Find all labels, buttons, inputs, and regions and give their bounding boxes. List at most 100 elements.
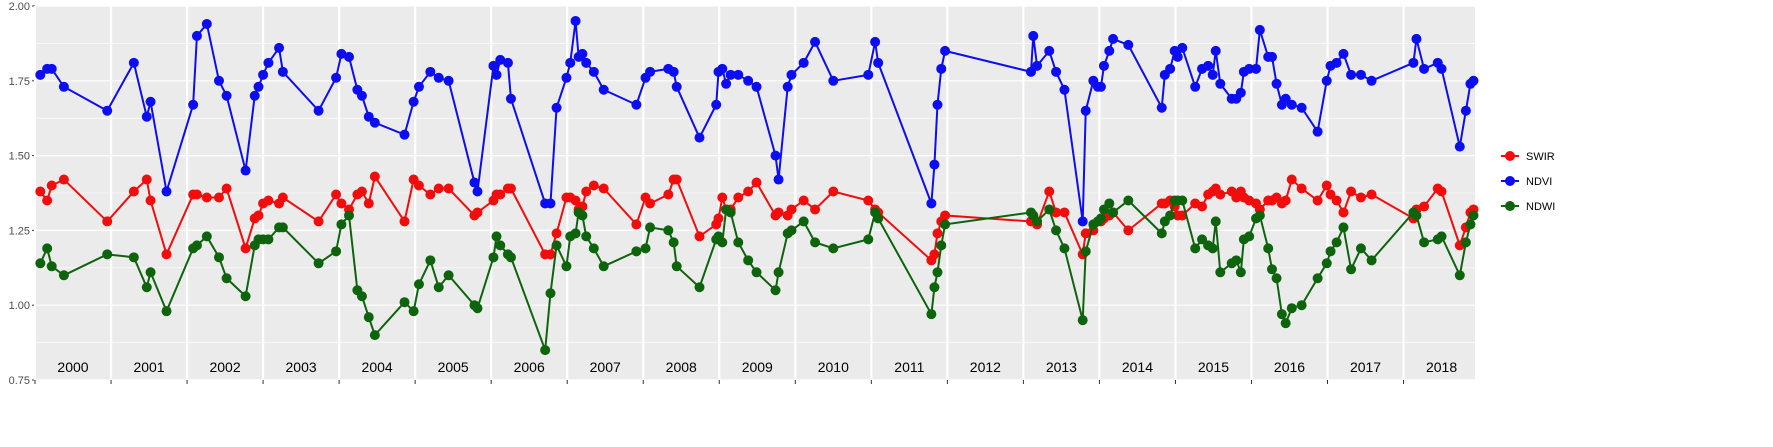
data-point [1059,207,1070,218]
data-point [1276,309,1287,320]
data-point [313,105,324,116]
data-point [191,30,202,41]
data-point [926,309,937,320]
data-point [786,69,797,80]
data-point [561,261,572,272]
data-point [810,237,821,248]
data-point [369,117,380,128]
data-point [472,303,483,314]
data-point [863,69,874,80]
data-point [1267,264,1278,275]
data-point [1215,78,1226,89]
data-point [1215,189,1226,200]
data-point [1165,210,1176,221]
data-point [1286,303,1297,314]
data-point [277,66,288,77]
data-point [1411,210,1422,221]
data-point [201,18,212,29]
data-point [1325,246,1336,257]
data-point [1203,60,1214,71]
year-label: 2003 [286,359,317,375]
data-point [263,57,274,68]
data-point [472,186,483,197]
data-point [598,183,609,194]
data-point [1177,195,1188,206]
data-point [810,36,821,47]
data-point [798,216,809,227]
data-point [213,192,224,203]
data-point [356,186,367,197]
data-point [1454,141,1465,152]
data-point [663,225,674,236]
data-point [240,243,251,254]
y-tick-label: 2.00 [9,1,30,13]
data-point [263,234,274,245]
data-point [488,252,499,263]
year-label: 2016 [1274,359,1305,375]
data-point [433,72,444,83]
data-point [1210,45,1221,56]
data-point [713,213,724,224]
data-point [1210,216,1221,227]
data-point [668,237,679,248]
data-point [1331,237,1342,248]
data-point [936,63,947,74]
data-point [263,195,274,206]
data-point [1312,273,1323,284]
year-label: 2001 [133,359,164,375]
data-point [577,48,588,59]
data-point [798,195,809,206]
series [35,195,1479,356]
data-point [694,231,705,242]
data-point [161,249,172,260]
data-point [344,210,355,221]
data-point [770,285,781,296]
data-point [128,57,139,68]
data-point [1346,264,1357,275]
y-tick-label: 1.00 [9,300,30,312]
data-point [336,219,347,230]
data-point [331,246,342,257]
data-point [631,99,642,110]
data-point [1254,24,1265,35]
data-point [469,177,480,188]
data-point [249,90,260,101]
year-label: 2014 [1122,359,1153,375]
data-point [443,270,454,281]
data-point [786,225,797,236]
data-point [46,180,57,191]
data-point [631,246,642,257]
data-point [1366,75,1377,86]
data-point [1044,204,1055,215]
data-point [561,72,572,83]
data-point [1366,189,1377,200]
data-point [828,75,839,86]
data-point [751,177,762,188]
data-point [413,279,424,290]
data-point [1156,102,1167,113]
data-point [201,231,212,242]
data-point [671,174,682,185]
data-point [488,60,499,71]
data-point [1331,195,1342,206]
data-point [425,66,436,77]
data-point [577,210,588,221]
data-point [1468,75,1479,86]
data-point [102,249,113,260]
data-point [929,282,940,293]
data-point [1355,192,1366,203]
data-point [551,240,562,251]
data-point [810,204,821,215]
data-point [786,204,797,215]
data-point [240,291,251,302]
data-point [1338,207,1349,218]
y-tick-label: 0.75 [9,375,30,387]
data-point [1080,246,1091,257]
year-label: 2015 [1198,359,1229,375]
data-point [58,81,69,92]
year-label: 2012 [970,359,1001,375]
year-label: 2018 [1426,359,1457,375]
data-point [570,195,581,206]
data-point [443,183,454,194]
data-point [1104,45,1115,56]
